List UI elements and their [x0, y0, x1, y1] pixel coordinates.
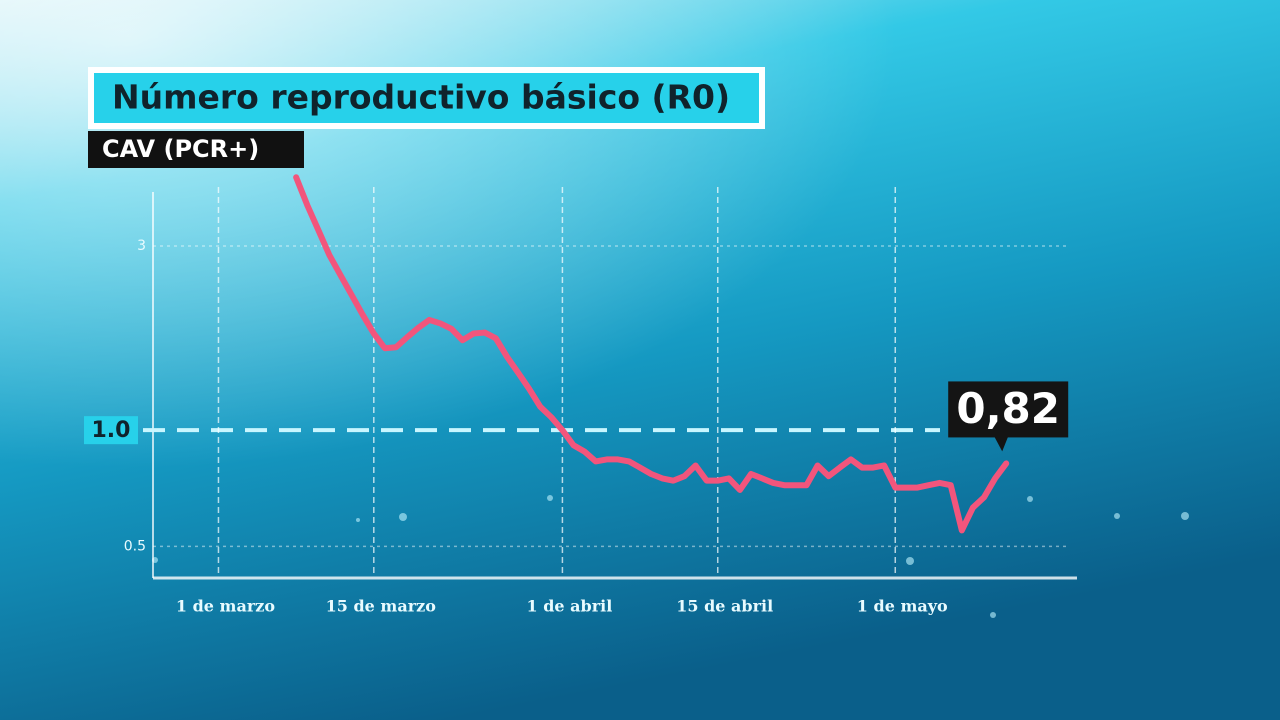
value-label-pointer: [994, 436, 1009, 452]
reference-label-box: [84, 416, 138, 445]
y-tick-label: 0.5: [124, 538, 146, 554]
value-label-box: [948, 381, 1069, 438]
chart-subtitle: CAV (PCR+): [102, 135, 259, 163]
subtitle-box: [88, 131, 304, 168]
value-label: 0,82: [956, 384, 1060, 433]
x-tick-label: 15 de abril: [676, 597, 773, 616]
y-tick-label: 1.0: [92, 418, 131, 443]
title-box: [94, 73, 759, 123]
x-tick-label: 15 de marzo: [326, 597, 437, 616]
x-tick-label: 1 de mayo: [857, 597, 948, 616]
x-tick-label: 1 de abril: [527, 597, 613, 616]
y-tick-label: 3: [137, 238, 146, 254]
bokeh: [152, 495, 1189, 618]
data-line: [293, 174, 1010, 534]
chart-title: Número reproductivo básico (R0): [112, 78, 730, 117]
x-tick-label: 1 de marzo: [176, 597, 275, 616]
